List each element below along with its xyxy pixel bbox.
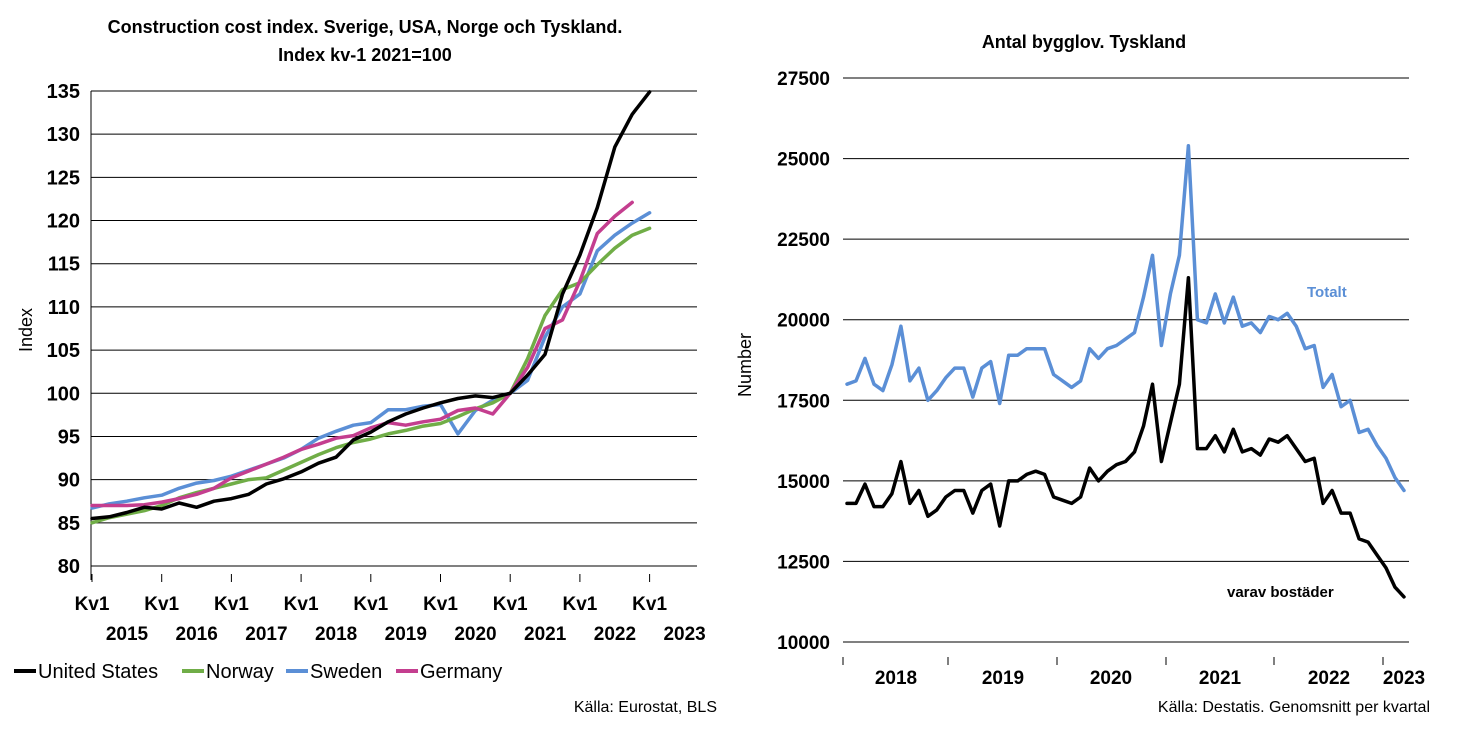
x-tick-label-quarter: Kv1: [75, 594, 110, 615]
series-line-varav-bost-der: [845, 276, 1406, 599]
x-tick-label-quarter: Kv1: [353, 594, 388, 615]
legend-label-norway: Norway: [206, 661, 274, 683]
x-tick-label-quarter: Kv1: [144, 594, 179, 615]
construction-cost-chart-panel: Construction cost index. Sverige, USA, N…: [0, 0, 730, 737]
y-tick-label: 12500: [777, 552, 830, 573]
series-labels: Totalt varav bostäder: [1227, 284, 1347, 601]
series-line-united-states: [90, 90, 652, 521]
series-label-varav-bostader: varav bostäder: [1227, 584, 1334, 601]
x-tick-label-year: 2018: [315, 624, 357, 645]
y-tick-label: 100: [47, 383, 80, 405]
legend-label-germany: Germany: [420, 661, 502, 683]
series-line-totalt: [845, 143, 1406, 493]
y-tick-label: 90: [58, 470, 80, 492]
y-tick-labels: 27500 25000 22500 20000 17500 15000 12500 10000: [777, 69, 830, 654]
x-tick-label-year: 2022: [594, 624, 636, 645]
source-note: Källa: Eurostat, BLS: [574, 699, 717, 716]
x-tick-label-year: 2019: [385, 624, 427, 645]
chart-title: Construction cost index. Sverige, USA, N…: [108, 17, 623, 37]
legend: United States Norway Sweden Germany: [14, 661, 502, 683]
y-axis-label: Index: [16, 308, 36, 352]
x-tick-label-quarter: Kv1: [632, 594, 667, 615]
chart-title: Antal bygglov. Tyskland: [982, 32, 1186, 52]
x-tick-label-year: 2018: [875, 668, 917, 689]
x-tick-label-quarter: Kv1: [493, 594, 528, 615]
x-tick-label-quarter: Kv1: [284, 594, 319, 615]
series-line-sweden: [90, 211, 652, 510]
gridlines: [90, 90, 697, 580]
x-tick-label-quarter: Kv1: [562, 594, 597, 615]
y-tick-label: 80: [58, 556, 80, 578]
building-permits-chart: Antal bygglov. Tyskland Number 27500 2500…: [735, 32, 1430, 716]
legend-label-sweden: Sweden: [310, 661, 382, 683]
legend-label-united-states: United States: [38, 661, 158, 683]
x-tick-label-year: 2021: [1199, 668, 1242, 689]
y-tick-label: 115: [48, 254, 80, 276]
y-tick-label: 105: [47, 340, 80, 362]
y-tick-label: 130: [47, 124, 80, 146]
y-tick-label: 15000: [777, 472, 830, 493]
x-tick-label-year: 2022: [1308, 668, 1350, 689]
y-axis-label: Number: [735, 333, 755, 397]
y-tick-label: 85: [58, 513, 80, 535]
y-tick-label: 25000: [777, 150, 830, 171]
x-tick-label-year: 2020: [1090, 668, 1132, 689]
x-tick-label-year: 2019: [982, 668, 1024, 689]
y-tick-label: 120: [47, 211, 80, 233]
x-tick-label-year: 2016: [176, 624, 218, 645]
x-tick-label-year: 2020: [454, 624, 496, 645]
x-tick-label-quarter: Kv1: [423, 594, 458, 615]
y-tick-labels: 135 130 125 120 115 110 105 100 95 90 85 80: [47, 81, 80, 578]
y-tick-label: 135: [47, 81, 80, 103]
y-tick-label: 17500: [777, 391, 830, 412]
construction-cost-chart: Construction cost index. Sverige, USA, N…: [14, 17, 717, 716]
series-lines: [845, 143, 1406, 599]
gridlines: [843, 77, 1409, 643]
y-tick-label: 125: [47, 167, 80, 189]
y-tick-label: 10000: [777, 633, 830, 654]
y-tick-label: 110: [48, 297, 80, 319]
chart-subtitle: Index kv-1 2021=100: [278, 45, 452, 65]
x-tick-label-year: 2023: [663, 624, 705, 645]
x-tick-label-year: 2023: [1383, 668, 1425, 689]
x-tick-labels: 2018 2019 2020 2021 2022 2023: [842, 657, 1425, 689]
x-tick-label-quarter: Kv1: [214, 594, 249, 615]
source-note: Källa: Destatis. Genomsnitt per kvartal: [1158, 699, 1430, 716]
building-permits-chart-panel: Antal bygglov. Tyskland Number 27500 2500…: [730, 0, 1468, 737]
x-tick-label-year: 2017: [245, 624, 287, 645]
x-tick-label-year: 2015: [106, 624, 149, 645]
y-tick-label: 20000: [777, 311, 830, 332]
series-lines: [90, 90, 652, 525]
y-tick-label: 27500: [777, 69, 830, 90]
x-tick-label-year: 2021: [524, 624, 567, 645]
series-line-germany: [90, 200, 634, 508]
y-tick-label: 95: [58, 426, 80, 448]
series-line-norway: [90, 226, 652, 525]
x-tick-labels: Kv1 2015 Kv1 2016 Kv1 2017 Kv1 2018 Kv1 2019 Kv1 20…: [75, 574, 706, 645]
y-tick-label: 22500: [777, 230, 830, 251]
series-label-totalt: Totalt: [1307, 284, 1347, 301]
